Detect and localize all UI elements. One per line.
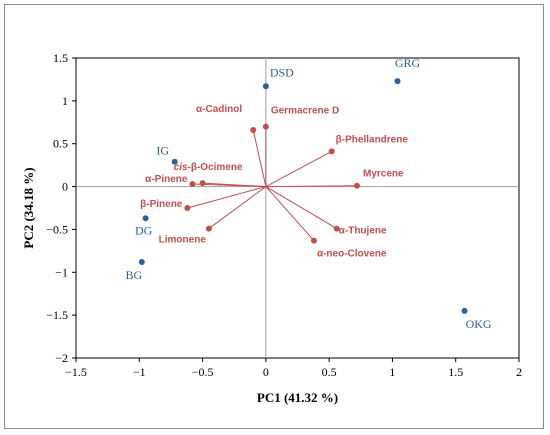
- loading-label: Germacrene D: [271, 106, 339, 117]
- sample-label: DG: [135, 223, 153, 237]
- y-tick-label: −1: [55, 265, 68, 279]
- sample-label: BG: [125, 268, 142, 282]
- loading-point: [199, 180, 206, 187]
- sample-point: [461, 307, 468, 314]
- sample-point: [142, 215, 149, 222]
- sample-point: [138, 259, 145, 265]
- loading-point: [189, 181, 196, 187]
- sample-points: [138, 78, 468, 314]
- x-axis-label: PC1 (41.32 %): [257, 390, 338, 405]
- y-tick-label: 1: [62, 94, 68, 108]
- x-tick-label: 0: [263, 365, 269, 379]
- x-tick-label: −0.5: [192, 365, 214, 379]
- x-tick-label: 0.5: [322, 365, 337, 379]
- loading-label: β-Phellandrene: [336, 134, 409, 145]
- loading-point: [353, 182, 360, 189]
- y-tick-label: −0.5: [46, 222, 68, 236]
- sample-point: [171, 158, 178, 165]
- x-tick-label: −1: [133, 365, 146, 379]
- sample-label: DSD: [270, 65, 294, 79]
- y-tick-label: 1.5: [53, 51, 68, 65]
- y-tick-label: 0.5: [53, 137, 68, 151]
- sample-label: IG: [156, 144, 169, 158]
- loading-vector: [265, 185, 357, 188]
- loading-vector: [265, 186, 315, 241]
- loading-vector: [208, 186, 267, 229]
- sample-point: [262, 83, 269, 90]
- loading-vectors: [184, 123, 360, 244]
- loading-label: β-Pinene: [140, 199, 183, 210]
- loading-label: Limonene: [159, 235, 207, 246]
- loading-point: [333, 225, 340, 232]
- loading-vector: [192, 183, 266, 188]
- loading-label: α-Pinene: [145, 174, 188, 185]
- loading-point: [205, 225, 212, 232]
- loading-label: α-Cadinol: [196, 104, 242, 115]
- loading-vector: [252, 129, 267, 187]
- loading-label: α-neo-Clovene: [317, 249, 387, 260]
- plot-area: [75, 57, 520, 359]
- tick-labels: −1.5 −1 −0.5 0 0.5 1 1.5 2−2−1.5−1−0.500.511.5: [46, 51, 522, 379]
- loading-point: [328, 148, 335, 155]
- loading-point: [250, 127, 257, 133]
- y-axis-label: PC2 (34.18 %): [21, 167, 36, 248]
- x-tick-label: 1: [389, 365, 395, 379]
- plot-border: [75, 57, 520, 359]
- loading-point: [184, 205, 191, 211]
- x-tick-label: −1.5: [65, 365, 87, 379]
- loading-label: Myrcene: [363, 169, 404, 180]
- loading-point: [310, 237, 317, 244]
- x-tick-label: 2: [516, 365, 522, 379]
- sample-label: OKG: [466, 317, 492, 331]
- sample-label: GRG: [395, 56, 421, 70]
- loading-vector: [265, 150, 332, 188]
- loading-vector: [187, 186, 266, 209]
- y-tick-label: −2: [55, 351, 68, 365]
- sample-point: [394, 78, 401, 85]
- y-tick-label: −1.5: [46, 308, 68, 322]
- y-tick-label: 0: [62, 180, 68, 194]
- loading-vector: [265, 186, 337, 230]
- loading-point: [262, 123, 269, 130]
- data-labels: DSD GRG IG DG BG OKG α-Cadinol Germacrene D β-Ph…: [125, 56, 491, 331]
- loading-label: α-Thujene: [339, 226, 387, 237]
- x-tick-label: 1.5: [448, 365, 463, 379]
- loading-label: cis-β-Ocimene: [174, 162, 243, 173]
